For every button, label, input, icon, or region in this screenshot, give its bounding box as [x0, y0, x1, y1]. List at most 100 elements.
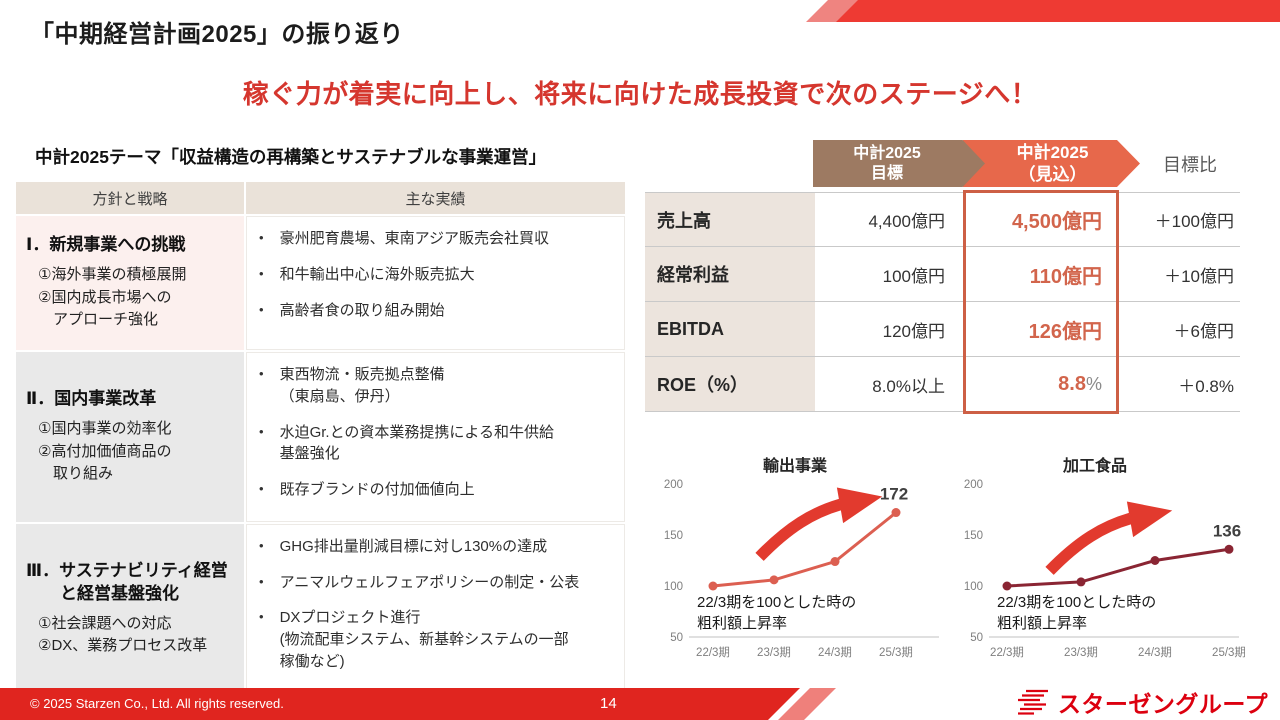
copyright-text: © 2025 Starzen Co., Ltd. All rights rese… [30, 696, 284, 711]
svg-text:150: 150 [964, 530, 983, 542]
page-title: 「中期経営計画2025」の振り返り [30, 21, 404, 48]
achievement-text: GHG排出量削減目標に対し130%の達成 [279, 537, 548, 555]
strategy-table: 方針と戦略 主な実績 Ⅰ．新規事業への挑戦 ①海外事業の積極展開 ②国内成長市場… [16, 182, 625, 696]
forecast-number: 8.8 [1058, 372, 1086, 395]
strategy-row-3-policy-cell: Ⅲ．サステナビリティ経営 と経営基盤強化 ①社会課題への対応 ②DX、業務プロセ… [16, 523, 244, 694]
strategy-row-1-policy-cell: Ⅰ．新規事業への挑戦 ①海外事業の積極展開 ②国内成長市場への アプローチ強化 [16, 216, 244, 350]
svg-text:24/3期: 24/3期 [818, 646, 852, 659]
company-logo: スターゼングループ [1016, 686, 1268, 718]
achievement-text: 和牛輸出中心に海外販売拡大 [279, 265, 475, 283]
strategy-table-header: 方針と戦略 主な実績 [16, 182, 625, 214]
kpi-row-sales: 売上高 4,400億円 4,500億円 ＋100億円 [645, 192, 1240, 247]
bullet-icon: • [259, 265, 264, 281]
list-item: • 既存ブランドの付加価値向上 [259, 479, 614, 501]
kpi-table: 売上高 4,400億円 4,500億円 ＋100億円 経常利益 100億円 11… [645, 192, 1240, 412]
achievement-text: 既存ブランドの付加価値向上 [279, 481, 475, 498]
strategy-row-2: Ⅱ．国内事業改革 ①国内事業の効率化 ②高付加価値商品の 取り組み • 東西物流・… [16, 352, 625, 522]
forecast-number: 4,500億円 [1011, 211, 1102, 233]
strategy-row-1: Ⅰ．新規事業への挑戦 ①海外事業の積極展開 ②国内成長市場への アプローチ強化 … [16, 216, 625, 350]
kpi-row-ebitda: EBITDA 120億円 126億円 ＋6億円 [645, 302, 1240, 357]
bullet-icon: • [259, 609, 264, 625]
top-deco-red-band [836, 0, 1280, 22]
strategy-row-1-points: ①海外事業の積極展開 ②国内成長市場への アプローチ強化 [38, 266, 187, 329]
column-header-results: 主な実績 [246, 182, 625, 214]
kpi-header-forecast-chevron: 中計2025 （見込） [963, 140, 1140, 187]
svg-text:22/3期: 22/3期 [696, 646, 730, 659]
chart-title: 輸出事業 [762, 458, 827, 475]
svg-text:172: 172 [880, 485, 908, 504]
kpi-diff-value: ＋10億円 [1164, 266, 1234, 286]
kpi-forecast-value: 4,500億円 [963, 193, 1118, 246]
processed-foods-line-chart: 200 150 100 50 22/3期 23/3期 24/3期 25/3期 136 [964, 479, 1245, 659]
chart-note: 22/3期を100とした時の 粗利額上昇率 [697, 594, 857, 632]
kpi-diff-value: ＋6億円 [1173, 321, 1234, 341]
chart-note: 22/3期を100とした時の 粗利額上昇率 [997, 594, 1157, 632]
kpi-label: EBITDA [645, 302, 815, 356]
growth-arrow-icon [1045, 501, 1173, 575]
logo-text: スターゼングループ [1057, 691, 1268, 717]
list-item: • 和牛輸出中心に海外販売拡大 [259, 264, 614, 286]
achievement-text: DXプロジェクト進行 (物流配車システム、新基幹システムの一部 稼働など) [279, 609, 569, 670]
strategy-theme-heading: 中計2025テーマ「収益構造の再構築とサステナブルな事業運営」 [35, 147, 547, 167]
kpi-forecast-value: 8.8% [963, 357, 1118, 411]
kpi-forecast-value: 110億円 [963, 247, 1118, 301]
chart-title: 加工食品 [1062, 458, 1127, 475]
svg-text:25/3期: 25/3期 [879, 646, 913, 659]
svg-text:24/3期: 24/3期 [1138, 646, 1172, 659]
list-item: • 東西物流・販売拠点整備 （東扇島、伊丹） [259, 364, 614, 408]
forecast-number: 126億円 [1028, 320, 1102, 343]
kpi-row-ordinary-profit: 経常利益 100億円 110億円 ＋10億円 [645, 247, 1240, 302]
kpi-diff-value: ＋0.8% [1178, 376, 1234, 396]
svg-text:25/3期: 25/3期 [1212, 646, 1245, 659]
kpi-row-roe: ROE（%） 8.0%以上 8.8% ＋0.8% [645, 357, 1240, 412]
list-item: • アニマルウェルフェアポリシーの制定・公表 [259, 572, 614, 594]
strategy-row-1-title: Ⅰ．新規事業への挑戦 [26, 235, 186, 255]
strategy-row-3-title: Ⅲ．サステナビリティ経営 と経営基盤強化 [26, 560, 228, 603]
bullet-icon: • [259, 573, 264, 589]
svg-text:100: 100 [664, 581, 683, 593]
bullet-icon: • [259, 423, 264, 439]
strategy-row-2-results-cell: • 東西物流・販売拠点整備 （東扇島、伊丹） • 水迫Gr.との資本業務提携による和… [246, 352, 625, 522]
svg-text:23/3期: 23/3期 [757, 646, 791, 659]
bullet-icon: • [259, 301, 264, 317]
achievement-text: 水迫Gr.との資本業務提携による和牛供給 基盤強化 [279, 423, 554, 463]
page-number: 14 [600, 695, 617, 712]
kpi-header-ratio: 目標比 [1163, 154, 1217, 175]
strategy-row-2-title: Ⅱ．国内事業改革 [26, 389, 157, 409]
svg-text:23/3期: 23/3期 [1064, 646, 1098, 659]
strategy-row-2-policy-cell: Ⅱ．国内事業改革 ①国内事業の効率化 ②高付加価値商品の 取り組み [16, 352, 244, 522]
list-item: • 水迫Gr.との資本業務提携による和牛供給 基盤強化 [259, 422, 614, 466]
kpi-label: ROE（%） [645, 357, 815, 411]
bullet-icon: • [259, 230, 264, 245]
kpi-label: 経常利益 [645, 247, 815, 301]
list-item: • 豪州肥育農場、東南アジア販売会社買収 [259, 228, 614, 250]
achievement-text: アニマルウェルフェアポリシーの制定・公表 [279, 573, 580, 591]
strategy-row-2-points: ①国内事業の効率化 ②高付加価値商品の 取り組み [38, 420, 172, 483]
kpi-label: 売上高 [645, 193, 815, 246]
kpi-target-value: 4,400億円 [868, 212, 945, 231]
list-item: • 高齢者食の取り組み開始 [259, 300, 614, 322]
svg-text:200: 200 [964, 479, 983, 491]
achievement-text: 東西物流・販売拠点整備 （東扇島、伊丹） [279, 366, 445, 405]
svg-text:136: 136 [1213, 521, 1241, 540]
chart-export-business: 輸出事業 200 150 100 50 22/3期 23/3期 24/3期 25/3期 172 … [645, 446, 945, 678]
svg-text:150: 150 [664, 530, 683, 542]
svg-text:22/3期: 22/3期 [990, 646, 1024, 659]
svg-text:50: 50 [970, 632, 983, 644]
bullet-icon: • [259, 481, 264, 496]
slide-subtitle: 稼ぐ力が着実に向上し、将来に向けた成長投資で次のステージへ！ [242, 79, 1038, 109]
kpi-target-value: 8.0%以上 [872, 376, 945, 396]
bullet-icon: • [259, 537, 264, 553]
strategy-row-3: Ⅲ．サステナビリティ経営 と経営基盤強化 ①社会課題への対応 ②DX、業務プロセ… [16, 523, 625, 694]
achievement-text: 高齢者食の取り組み開始 [279, 301, 445, 319]
strategy-row-3-results-cell: • GHG排出量削減目標に対し130%の達成 • アニマルウェルフェアポリシーの制定… [246, 523, 625, 694]
footer-red-bar [0, 688, 800, 720]
kpi-forecast-value: 126億円 [963, 302, 1118, 356]
achievement-text: 豪州肥育農場、東南アジア販売会社買収 [279, 230, 549, 247]
strategy-row-3-points: ①社会課題への対応 ②DX、業務プロセス改革 [38, 614, 208, 655]
list-item: • GHG排出量削減目標に対し130%の達成 [259, 536, 614, 558]
growth-arrow-icon [755, 487, 883, 561]
strategy-row-1-results-cell: • 豪州肥育農場、東南アジア販売会社買収 • 和牛輸出中心に海外販売拡大 • 高齢者食… [246, 216, 625, 350]
kpi-diff-value: ＋100億円 [1154, 212, 1234, 231]
export-line-chart: 200 150 100 50 22/3期 23/3期 24/3期 25/3期 172 [664, 479, 939, 659]
